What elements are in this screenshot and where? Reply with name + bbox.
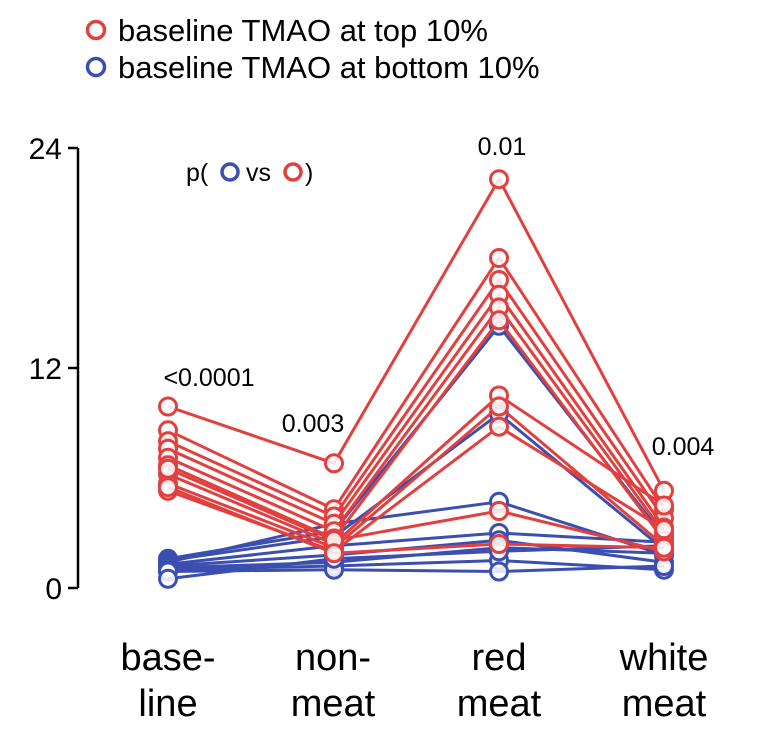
legend-marker-top [85, 19, 107, 41]
data-point-top-10-8-3 [489, 396, 509, 417]
series-line-top-10-6 [167, 318, 666, 542]
data-point-top-10-10-3 [489, 501, 509, 521]
data-point-bottom-10-9-1 [158, 568, 178, 589]
x-axis-labels: base- line non- meat red meat white meat [120, 637, 708, 725]
data-point-top-10-1-2 [324, 453, 344, 474]
data-point-top-10-2-3 [489, 248, 509, 268]
x-label-white-meat-line2: meat [622, 683, 707, 725]
x-label-non-meat-line2: meat [291, 683, 376, 725]
p-value-red-meat: 0.01 [478, 133, 527, 161]
y-tick-label-24: 24 [29, 133, 62, 166]
x-label-baseline-line1: base- [120, 637, 215, 679]
p-note-vs: vs [246, 159, 271, 187]
y-tick-label-0: 0 [45, 573, 62, 606]
y-axis: 24 12 0 [29, 133, 80, 606]
p-note-red-marker [283, 162, 303, 182]
series-line-bottom-10-4 [167, 531, 665, 566]
data-point-top-10-1-1 [158, 396, 178, 417]
series-line-top-10-10 [167, 467, 665, 553]
legend-label-top: baseline TMAO at top 10% [118, 13, 488, 48]
data-point-top-10-10-1 [158, 458, 178, 479]
x-label-baseline-line2: line [138, 683, 197, 725]
series-line-top-10-3 [167, 278, 666, 520]
x-label-white-meat-line1: white [619, 637, 709, 679]
series-line-top-10-7 [167, 394, 665, 546]
series-line-bottom-10-8 [167, 564, 665, 573]
data-point-top-10-1-3 [489, 169, 509, 190]
p-value-non-meat: 0.003 [282, 410, 345, 438]
p-value-note: p( vs ) [186, 159, 313, 187]
data-point-top-10-9-4 [654, 519, 674, 540]
p-note-suffix: ) [305, 159, 313, 187]
series-line-top-10-1 [167, 177, 666, 492]
series-line-bottom-10-9 [167, 544, 665, 581]
data-point-top-10-11-2 [324, 543, 344, 564]
data-point-top-10-11-3 [489, 534, 509, 554]
y-tick-label-12: 12 [29, 353, 62, 386]
p-values: <0.0001 0.003 0.01 0.004 [163, 133, 714, 461]
p-value-baseline: <0.0001 [163, 364, 254, 392]
legend-label-bottom: baseline TMAO at bottom 10% [118, 50, 540, 85]
series-line-top-10-5 [167, 306, 666, 534]
p-note-blue-marker [220, 162, 240, 182]
series-line-top-10-2 [167, 256, 666, 511]
p-note-prefix: p( [186, 159, 209, 187]
legend: baseline TMAO at top 10% baseline TMAO a… [85, 13, 540, 85]
p-value-white-meat: 0.004 [652, 433, 715, 461]
series-line-top-10-11 [167, 485, 665, 555]
data-point-top-10-9-3 [489, 416, 509, 437]
data-point-top-10-11-4 [654, 537, 674, 558]
x-label-red-meat-line1: red [472, 637, 527, 679]
series-top-group [158, 169, 674, 564]
legend-marker-bottom [85, 56, 107, 78]
data-point-top-10-7-4 [654, 495, 674, 516]
series-line-top-10-4 [167, 293, 666, 529]
x-label-non-meat-line1: non- [295, 637, 371, 679]
data-point-bottom-10-8-3 [489, 561, 509, 582]
x-label-red-meat-line2: meat [457, 683, 542, 725]
series-line-bottom-10-3 [167, 500, 665, 564]
data-point-top-10-11-1 [158, 477, 178, 498]
data-point-top-10-6-3 [489, 310, 509, 331]
series-line-top-10-8 [167, 405, 665, 550]
